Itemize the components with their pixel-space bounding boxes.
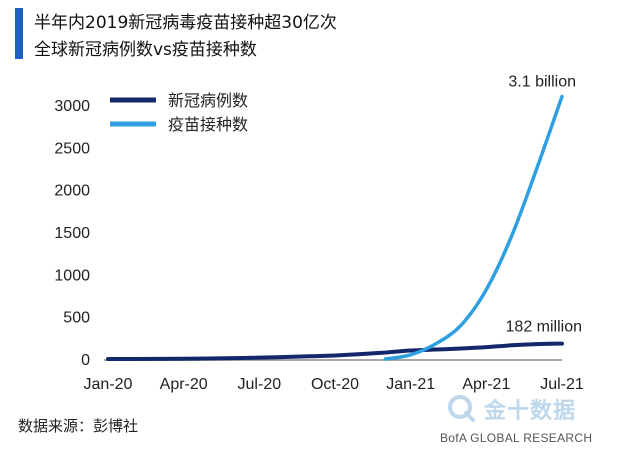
watermark-text: 金十数据 xyxy=(484,399,577,424)
title-accent-bar xyxy=(15,8,23,59)
series-lines xyxy=(106,94,564,362)
watermark-logo-icon xyxy=(448,395,475,422)
chart-title: 半年内2019新冠病毒疫苗接种超30亿次 xyxy=(34,13,337,33)
legend-label: 疫苗接种数 xyxy=(168,115,248,134)
x-tick-label: Apr-20 xyxy=(160,376,208,393)
annotation-label: 3.1 billion xyxy=(508,74,576,91)
annotations: 3.1 billion 182 million xyxy=(506,74,582,336)
annotation-label: 182 million xyxy=(506,319,582,336)
x-tick-label: Jul-20 xyxy=(238,376,282,393)
legend-label: 新冠病例数 xyxy=(168,91,248,110)
series-line-0 xyxy=(106,341,564,362)
x-tick-label: Jan-20 xyxy=(84,376,133,393)
source-credit: BofA GLOBAL RESEARCH xyxy=(440,431,593,445)
x-tick-label: Jan-21 xyxy=(386,376,435,393)
y-axis-ticks: 0 500 1000 1500 2000 2500 3000 xyxy=(54,98,90,369)
series-line-1 xyxy=(383,94,564,361)
watermark: 金十数据 xyxy=(446,391,606,424)
y-tick-label: 2500 xyxy=(54,140,90,157)
y-tick-label: 1500 xyxy=(54,225,90,242)
y-tick-label: 0 xyxy=(81,352,90,369)
y-tick-label: 1000 xyxy=(54,267,90,284)
x-axis-ticks: Jan-20 Apr-20 Jul-20 Oct-20 Jan-21 Apr-21 Jul-… xyxy=(84,376,584,393)
x-tick-label: Apr-21 xyxy=(462,376,510,393)
y-tick-label: 500 xyxy=(63,310,90,327)
y-tick-label: 2000 xyxy=(54,183,90,200)
source-note: 数据来源：彭博社 xyxy=(18,417,139,435)
y-tick-label: 3000 xyxy=(54,98,90,115)
x-tick-label: Jul-21 xyxy=(540,376,584,393)
x-tick-label: Oct-20 xyxy=(311,376,359,393)
chart-subtitle: 全球新冠病例数vs疫苗接种数 xyxy=(34,40,257,60)
